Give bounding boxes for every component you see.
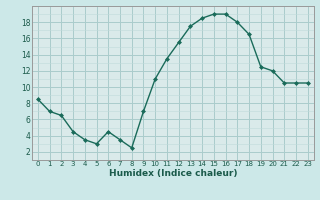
X-axis label: Humidex (Indice chaleur): Humidex (Indice chaleur) <box>108 169 237 178</box>
